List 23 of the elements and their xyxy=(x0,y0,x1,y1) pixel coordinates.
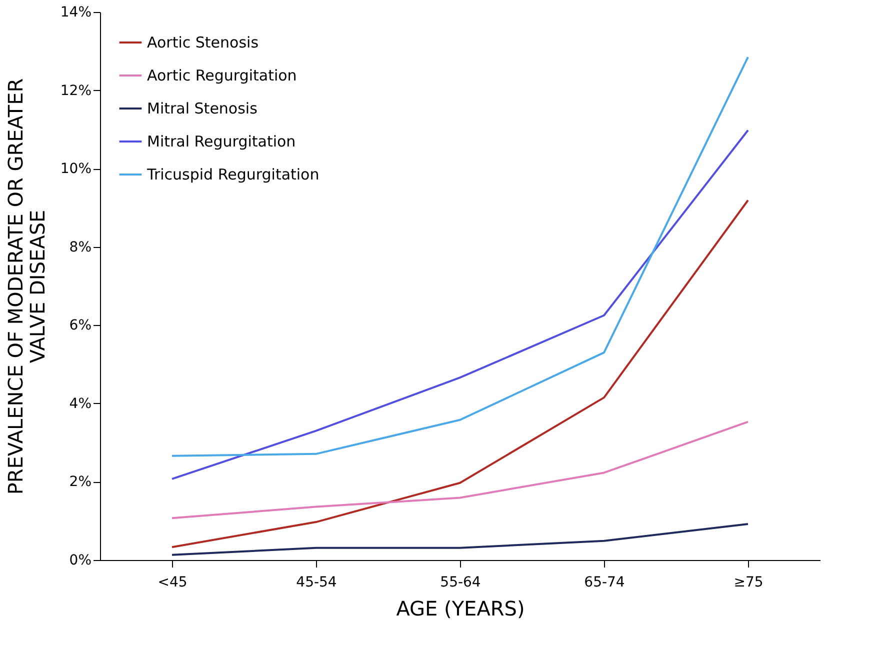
legend-label: Mitral Regurgitation xyxy=(147,132,296,150)
x-axis-title: AGE (YEARS) xyxy=(396,596,525,620)
legend-label: Mitral Stenosis xyxy=(147,100,258,118)
y-tick-label: 12% xyxy=(60,82,92,99)
x-tick-label: 55-64 xyxy=(440,574,481,590)
y-axis-title: PREVALENCE OF MODERATE OR GREATER VALVE DISEASE xyxy=(3,78,50,495)
line-series xyxy=(171,420,749,520)
y-tick-label: 8% xyxy=(69,239,92,256)
legend-label: Aortic Regurgitation xyxy=(147,66,297,84)
legend-label: Tricuspid Regurgitation xyxy=(146,166,320,184)
x-tick-label: <45 xyxy=(158,574,188,590)
y-tick-label: 14% xyxy=(60,4,92,20)
y-tick-label: 6% xyxy=(69,318,92,334)
x-tick-label: 65-74 xyxy=(584,574,625,590)
x-tick-label: ≥75 xyxy=(734,574,764,590)
line-series xyxy=(171,522,749,556)
y-tick-label: 0% xyxy=(69,552,92,568)
legend-label: Aortic Stenosis xyxy=(147,34,259,52)
x-tick-label: 45-54 xyxy=(296,574,337,590)
y-tick-label: 10% xyxy=(60,161,92,178)
y-tick-label: 4% xyxy=(69,396,92,412)
y-tick-label: 2% xyxy=(69,474,92,490)
line-series xyxy=(171,199,749,548)
